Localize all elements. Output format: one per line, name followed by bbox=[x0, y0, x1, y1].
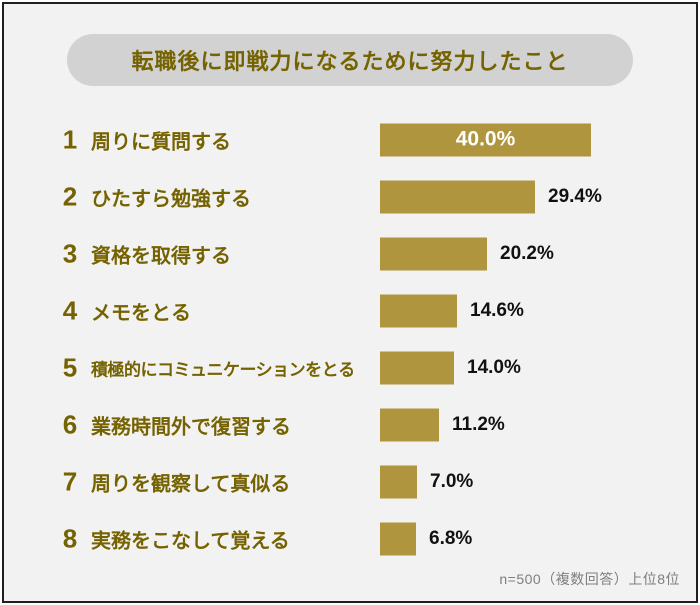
rank-number: 4 bbox=[62, 295, 78, 325]
value-label: 20.2% bbox=[500, 242, 554, 264]
chart-title-pill: 転職後に即戦力になるために努力したこと bbox=[67, 34, 633, 86]
chart-row: 8 実務をこなして覚える 6.8% bbox=[4, 510, 696, 567]
chart-row: 2 ひたすら勉強する 29.4% bbox=[4, 168, 696, 225]
rank-number: 1 bbox=[62, 124, 78, 154]
chart-row: 5 積極的にコミュニケーションをとる 14.0% bbox=[4, 339, 696, 396]
rank-number: 8 bbox=[62, 523, 78, 553]
value-bar bbox=[380, 465, 417, 498]
value-bar: 40.0% bbox=[380, 123, 591, 156]
category-label: ひたすら勉強する bbox=[91, 188, 251, 210]
chart-row: 1 周りに質問する 40.0% bbox=[4, 111, 696, 168]
rank-number: 5 bbox=[62, 352, 78, 382]
value-bar bbox=[380, 294, 457, 327]
value-bar bbox=[380, 237, 487, 270]
category-label: 周りに質問する bbox=[91, 131, 231, 153]
category-label: メモをとる bbox=[91, 302, 191, 324]
value-label: 14.0% bbox=[467, 356, 521, 378]
rank-number: 3 bbox=[62, 238, 78, 268]
rank-number: 6 bbox=[62, 409, 78, 439]
chart-row: 3 資格を取得する 20.2% bbox=[4, 225, 696, 282]
category-label: 実務をこなして覚える bbox=[91, 530, 290, 552]
value-label: 40.0% bbox=[455, 127, 516, 151]
category-label: 積極的にコミュニケーションをとる bbox=[91, 360, 355, 379]
chart-row: 4 メモをとる 14.6% bbox=[4, 282, 696, 339]
chart-title: 転職後に即戦力になるために努力したこと bbox=[131, 49, 569, 74]
value-label: 6.8% bbox=[429, 527, 473, 549]
chart-row: 6 業務時間外で復習する 11.2% bbox=[4, 396, 696, 453]
value-label: 29.4% bbox=[548, 185, 602, 207]
value-bar bbox=[380, 522, 416, 555]
footnote: n=500（複数回答）上位8位 bbox=[499, 571, 680, 587]
value-bar bbox=[380, 351, 454, 384]
category-label: 周りを観察して真似る bbox=[91, 473, 291, 495]
rank-number: 2 bbox=[62, 181, 78, 211]
value-label: 7.0% bbox=[430, 470, 474, 492]
rank-number: 7 bbox=[62, 466, 78, 496]
category-label: 資格を取得する bbox=[91, 245, 231, 267]
chart-row: 7 周りを観察して真似る 7.0% bbox=[4, 453, 696, 510]
value-label: 11.2% bbox=[452, 413, 505, 435]
value-bar bbox=[380, 180, 535, 213]
value-bar bbox=[380, 408, 439, 441]
category-label: 業務時間外で復習する bbox=[91, 416, 291, 438]
ranking-list: 1 周りに質問する 40.0% 2 ひたすら勉強する 29.4% 3 資格を取得する 20.2%… bbox=[4, 111, 696, 567]
value-label: 14.6% bbox=[470, 299, 524, 321]
